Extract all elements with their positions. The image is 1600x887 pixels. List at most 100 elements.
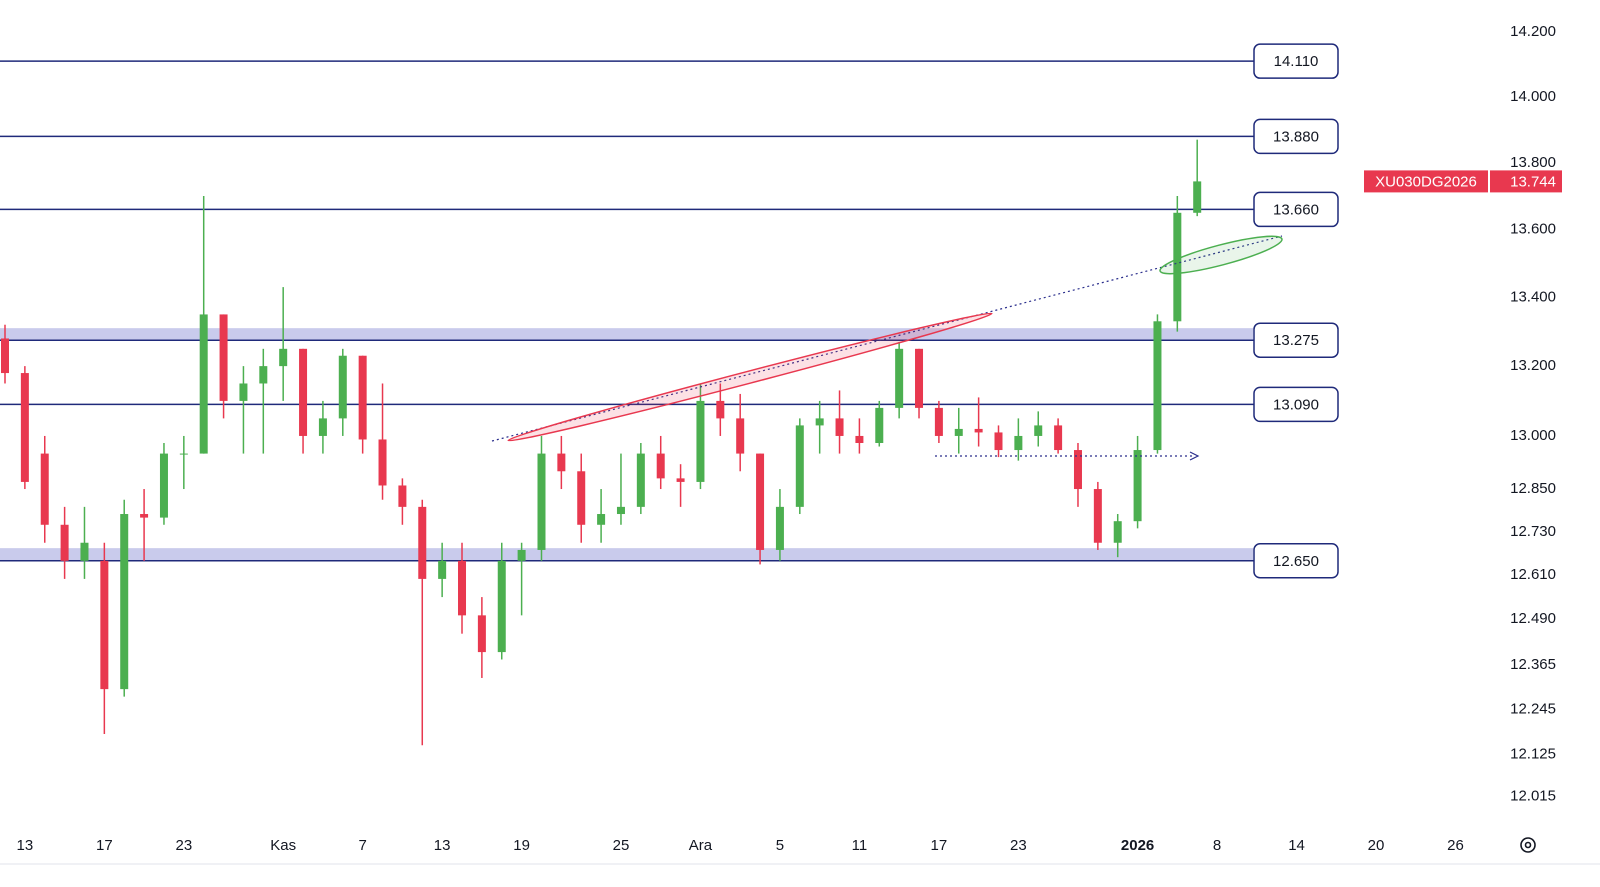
x-tick-label: Kas xyxy=(270,837,296,854)
candle-body xyxy=(616,506,625,515)
candle-body xyxy=(1093,489,1102,543)
candle-body xyxy=(537,453,546,550)
gear-ring xyxy=(1520,837,1536,853)
y-tick-label: 13.400 xyxy=(1510,288,1556,305)
symbol-tag xyxy=(1364,170,1488,193)
y-tick-label: 12.730 xyxy=(1510,523,1556,540)
candle-body xyxy=(815,418,824,426)
price-tag xyxy=(1490,170,1562,193)
gear-hub xyxy=(1524,841,1532,849)
candle-body xyxy=(1153,321,1162,451)
x-tick-label: 2026 xyxy=(1121,837,1154,854)
candle-body xyxy=(497,560,506,653)
level-label: 13.880 xyxy=(1273,128,1319,145)
candle-body xyxy=(835,418,844,436)
candle-body xyxy=(517,549,526,561)
candle-body xyxy=(1113,521,1122,543)
candle-body xyxy=(696,400,705,482)
y-tick-label: 12.015 xyxy=(1510,787,1556,804)
candle-body xyxy=(140,514,149,518)
x-tick-label: 19 xyxy=(513,837,530,854)
x-tick-label: 23 xyxy=(175,837,192,854)
candle-body xyxy=(716,400,725,419)
candle-body xyxy=(338,355,347,419)
y-tick-label: 12.125 xyxy=(1510,746,1556,763)
candle-body xyxy=(1193,181,1202,213)
candle-body xyxy=(179,453,188,455)
highlight-ellipse xyxy=(507,312,993,442)
level-box xyxy=(1253,386,1339,423)
candle-body xyxy=(279,348,288,367)
arrow-head xyxy=(1189,451,1200,461)
candle-body xyxy=(577,471,586,525)
candle-body xyxy=(795,425,804,507)
candle-body xyxy=(299,348,308,436)
trend-line xyxy=(491,235,1283,442)
zone xyxy=(0,548,1253,561)
candle-body xyxy=(318,418,327,436)
candle-body xyxy=(239,383,248,401)
candle-body xyxy=(378,439,387,486)
x-tick-label: 11 xyxy=(852,837,868,854)
candle-body xyxy=(40,453,49,525)
candle-body xyxy=(20,373,29,482)
candle-body xyxy=(477,615,486,653)
settings-icon[interactable] xyxy=(1520,837,1536,853)
y-tick-label: 13.200 xyxy=(1510,357,1556,374)
candle-body xyxy=(855,435,864,443)
y-tick-label: 13.800 xyxy=(1510,154,1556,171)
candle-body xyxy=(1054,425,1063,451)
candle-body xyxy=(80,542,89,561)
candle-body xyxy=(875,407,884,443)
x-tick-label: 20 xyxy=(1368,837,1385,854)
candle-body xyxy=(1014,435,1023,451)
price-label: 13.744 xyxy=(1510,173,1556,190)
candle-body xyxy=(398,485,407,507)
candle-body xyxy=(259,366,268,384)
candle-body xyxy=(458,560,467,616)
y-tick-label: 13.000 xyxy=(1510,427,1556,444)
x-tick-label: 13 xyxy=(17,837,34,854)
candle-body xyxy=(557,453,566,472)
level-box xyxy=(1253,43,1339,79)
zone xyxy=(0,328,1253,341)
level-label: 13.090 xyxy=(1273,396,1319,413)
level-box xyxy=(1253,322,1339,358)
highlight-ellipse xyxy=(1159,235,1283,275)
y-tick-label: 12.850 xyxy=(1510,480,1556,497)
candle-body xyxy=(915,348,924,408)
axis: 14.200 14.000 13.800 13.600 13.400 13.200 13.0… xyxy=(0,23,1600,865)
level-label: 14.110 xyxy=(1274,53,1319,70)
candle-body xyxy=(676,478,685,482)
candle-body xyxy=(656,453,665,479)
candle-body xyxy=(100,560,109,690)
y-tick-label: 13.600 xyxy=(1510,221,1556,238)
y-tick-label: 12.365 xyxy=(1510,656,1556,673)
level-box xyxy=(1253,543,1339,579)
candle-body xyxy=(756,453,765,550)
level-box xyxy=(1253,118,1339,155)
y-tick-label: 14.200 xyxy=(1510,23,1556,40)
candles xyxy=(1,139,1202,746)
level-label: 12.650 xyxy=(1273,553,1319,570)
candle-body xyxy=(895,348,904,408)
candle-body xyxy=(994,432,1003,451)
level-label: 13.660 xyxy=(1273,201,1319,218)
candle-body xyxy=(934,407,943,436)
candle-body xyxy=(974,428,983,433)
x-tick-label: 25 xyxy=(613,837,630,854)
levels xyxy=(0,60,1254,562)
drawings xyxy=(491,235,1283,461)
candle-body xyxy=(219,314,228,401)
candle-body xyxy=(1073,450,1082,490)
symbol-label: XU030DG2026 xyxy=(1375,173,1477,190)
y-tick-label: 12.610 xyxy=(1510,566,1556,583)
candle-body xyxy=(199,314,208,454)
x-tick-label: 13 xyxy=(434,837,451,854)
candle-body xyxy=(120,514,129,690)
y-tick-label: 14.000 xyxy=(1510,88,1556,105)
x-tick-label: 5 xyxy=(776,837,784,854)
level-box xyxy=(1253,191,1339,228)
x-tick-label: 17 xyxy=(931,837,948,854)
